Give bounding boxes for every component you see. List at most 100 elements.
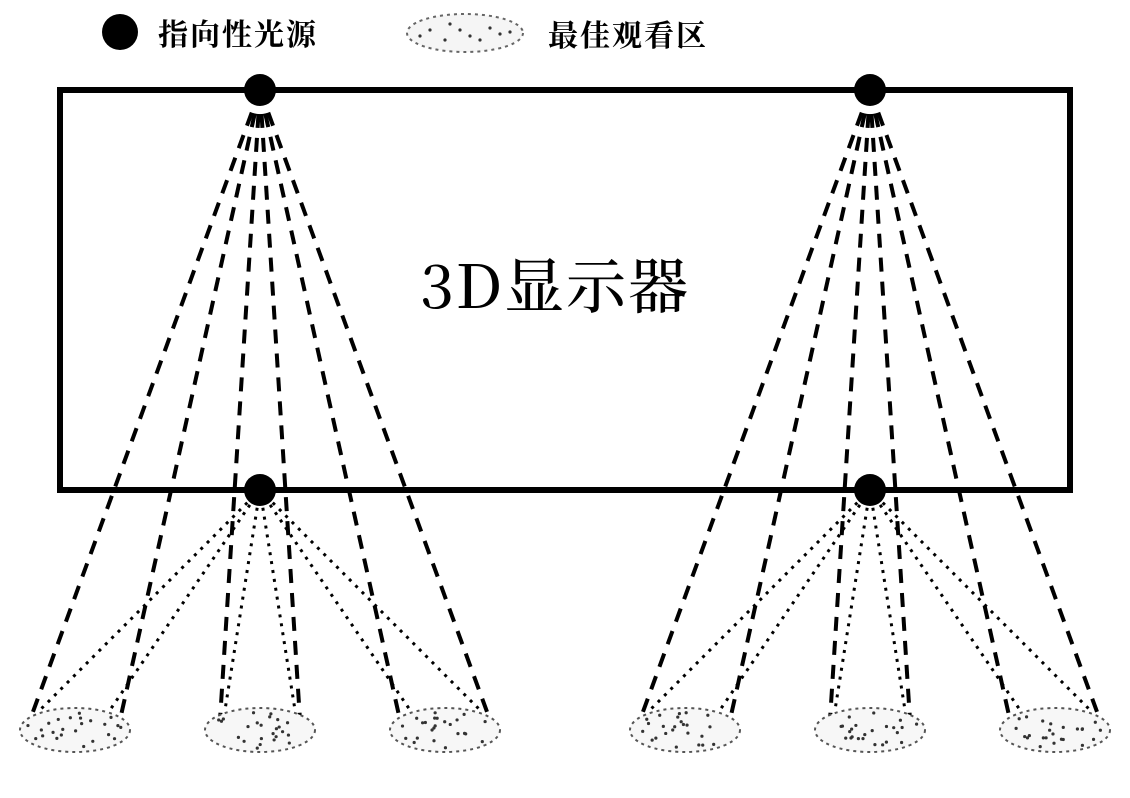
zone-speckle xyxy=(269,712,272,715)
zone-speckle xyxy=(416,737,419,740)
light-source xyxy=(244,474,276,506)
zone-speckle xyxy=(1041,719,1044,722)
zone-speckle xyxy=(673,725,676,728)
zone-speckle xyxy=(647,722,650,725)
zone-speckle xyxy=(275,727,278,730)
zone-speckle xyxy=(103,723,106,726)
zone-speckle xyxy=(217,718,220,721)
zone-speckle xyxy=(57,718,60,721)
zone-speckle xyxy=(278,725,281,728)
zone-speckle xyxy=(287,733,290,736)
zone-speckle xyxy=(885,741,888,744)
zone-speckle xyxy=(861,737,864,740)
zone-speckle xyxy=(641,730,644,733)
zone-speckle xyxy=(645,718,648,721)
zone-speckle xyxy=(1018,717,1021,720)
zone-speckle xyxy=(421,721,424,724)
zone-speckle xyxy=(712,743,715,746)
zone-speckle xyxy=(401,724,404,727)
ray-short xyxy=(720,490,870,710)
zone-speckle xyxy=(873,743,876,746)
zone-speckle xyxy=(850,728,853,731)
ray-short xyxy=(870,490,905,710)
zone-speckle xyxy=(434,724,437,727)
zone-speckle xyxy=(275,735,278,738)
zone-speckle xyxy=(1081,728,1084,731)
zone-speckle xyxy=(1023,735,1026,738)
zone-speckle xyxy=(434,711,437,714)
zone-speckle xyxy=(455,718,458,721)
zone-speckle xyxy=(671,728,674,731)
zone-speckle xyxy=(662,725,665,728)
zone-speckle xyxy=(47,722,50,725)
zone-speckle xyxy=(242,740,245,743)
ray-short xyxy=(110,490,260,710)
zone-speckle xyxy=(848,730,851,733)
zone-speckle xyxy=(286,721,289,724)
zone-speckle xyxy=(651,739,654,742)
zone-speckle xyxy=(697,743,700,746)
zone-speckle xyxy=(119,726,122,729)
zone-speckle xyxy=(260,724,263,727)
zone-speckle xyxy=(61,728,64,731)
zone-speckle xyxy=(896,731,899,734)
zone-speckle xyxy=(74,729,77,732)
viewing-zone xyxy=(390,708,500,752)
zone-speckle xyxy=(871,729,874,732)
ray-short xyxy=(225,490,260,710)
zone-speckle xyxy=(484,720,487,723)
zone-speckle xyxy=(701,744,704,747)
zone-speckle xyxy=(664,732,667,735)
ray-short xyxy=(260,490,295,710)
zone-speckle xyxy=(685,711,688,714)
zone-speckle xyxy=(463,713,466,716)
zone-speckle xyxy=(1025,715,1028,718)
zone-speckle xyxy=(658,714,661,717)
zone-speckle xyxy=(413,741,416,744)
zone-speckle xyxy=(682,723,685,726)
zone-speckle xyxy=(685,724,688,727)
viewing-zone xyxy=(815,708,925,752)
zone-speckle xyxy=(443,720,446,723)
zone-speckle xyxy=(1092,738,1095,741)
zone-speckle xyxy=(1076,727,1079,730)
zone-speckle xyxy=(676,715,679,718)
zone-speckle xyxy=(1099,729,1102,732)
zone-speckle xyxy=(1081,744,1084,747)
zone-speckle xyxy=(273,738,276,741)
zone-speckle xyxy=(415,717,418,720)
light-source xyxy=(244,74,276,106)
ray-short xyxy=(835,490,870,710)
zone-speckle xyxy=(91,740,94,743)
zone-speckle xyxy=(79,716,82,719)
viewing-zone xyxy=(630,708,740,752)
zone-speckle xyxy=(1051,732,1054,735)
zone-speckle xyxy=(449,723,452,726)
zone-speckle xyxy=(841,724,844,727)
zone-speckle xyxy=(271,732,274,735)
diagram-canvas xyxy=(0,0,1130,798)
zone-speckle xyxy=(89,719,92,722)
zone-speckle xyxy=(680,720,683,723)
zone-speckle xyxy=(1015,727,1018,730)
zone-speckle xyxy=(1060,738,1063,741)
zone-speckle xyxy=(246,725,249,728)
zone-speckle xyxy=(432,739,435,742)
zone-speckle xyxy=(481,740,484,743)
zone-speckle xyxy=(706,714,709,717)
zone-speckle xyxy=(69,716,72,719)
light-source xyxy=(854,474,886,506)
zone-speckle xyxy=(857,737,860,740)
zone-speckle xyxy=(675,745,678,748)
zone-speckle xyxy=(463,732,466,735)
zone-speckle xyxy=(844,737,847,740)
zone-speckle xyxy=(900,741,903,744)
zone-speckle xyxy=(456,732,459,735)
zone-speckle xyxy=(281,730,284,733)
zone-speckle xyxy=(892,726,895,729)
zone-speckle xyxy=(268,715,271,718)
ray-short xyxy=(260,490,410,710)
zone-speckle xyxy=(80,722,83,725)
zone-speckle xyxy=(1048,729,1051,732)
zone-speckle xyxy=(256,721,259,724)
